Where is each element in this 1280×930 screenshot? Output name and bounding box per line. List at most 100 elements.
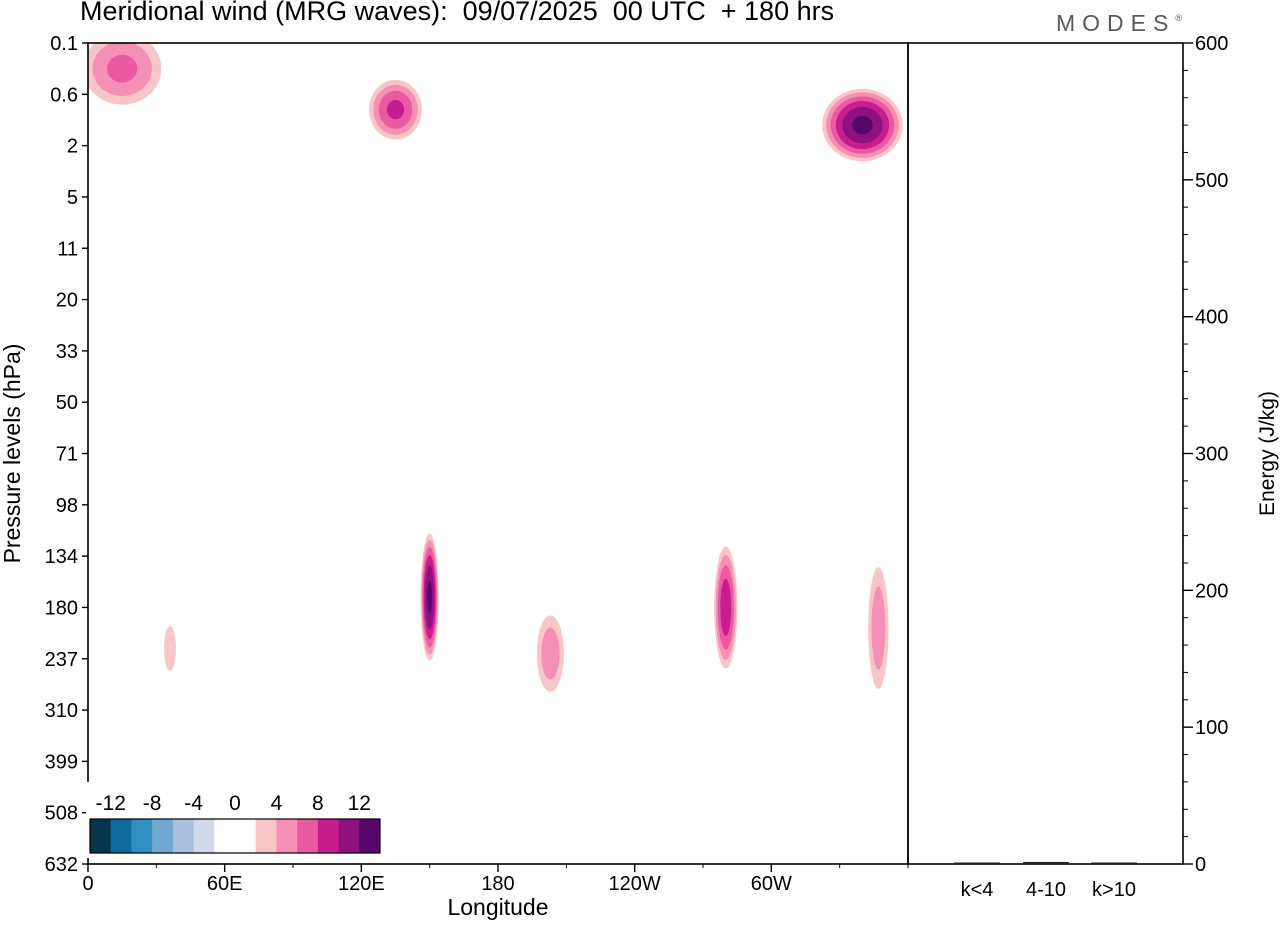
- colorbar-swatch: [172, 819, 194, 853]
- energy-tick-label: 300: [1195, 444, 1228, 466]
- y-tick-label: 20: [56, 290, 78, 312]
- x-tick-label: 0: [82, 873, 93, 895]
- wind-anomaly-westerly-9: [712, 539, 739, 676]
- x-axis-label: Longitude: [447, 894, 548, 920]
- x-tick-label: 120E: [338, 873, 385, 895]
- wind-anomaly-easterly-13: [847, 644, 864, 736]
- energy-tick-label: 200: [1195, 580, 1228, 602]
- logo-text: MODES: [1056, 10, 1176, 36]
- y-tick-label: 11: [57, 238, 78, 260]
- y-tick-label: 508: [45, 803, 78, 825]
- energy-bar: [1091, 862, 1137, 864]
- colorbar-swatch: [317, 819, 339, 853]
- contour-level-14: [427, 580, 432, 614]
- contour-level-10: [720, 578, 732, 637]
- wind-anomaly-westerly-6: [419, 528, 440, 667]
- colorbar-label: 0: [229, 792, 241, 815]
- energy-tick-label: 500: [1195, 170, 1228, 192]
- y-tick-label: 98: [56, 495, 78, 517]
- y-tick-label: 71: [56, 444, 78, 466]
- contour-level-6: [541, 627, 560, 680]
- colorbar-swatch: [110, 819, 132, 853]
- colorbar-swatch: [235, 819, 257, 853]
- colorbar-swatch: [338, 819, 360, 853]
- energy-category-label: k>10: [1092, 879, 1136, 901]
- colorbar-swatch: [90, 819, 112, 853]
- wind-anomaly-easterly-5: [94, 200, 187, 296]
- heatmap-plot-frame: [87, 42, 909, 865]
- contour-level--2: [763, 529, 802, 635]
- y-tick-label: 0.6: [50, 84, 78, 106]
- energy-bars: k<4 4-10 k>10: [954, 861, 1137, 901]
- colorbar-swatch: [152, 819, 174, 853]
- wind-anomaly-westerly-2: [818, 85, 907, 165]
- contour-level--2: [392, 529, 417, 676]
- y-tick-label: 310: [45, 700, 78, 722]
- y-tick-label: 180: [45, 597, 78, 619]
- wind-anomaly-easterly-1: [509, 102, 578, 190]
- contour-level-8: [107, 54, 138, 83]
- colorbar-swatch: [131, 819, 153, 853]
- contour-level--2: [499, 43, 579, 116]
- x-tick-label: 180: [481, 873, 514, 895]
- y-tick-label: 237: [45, 649, 78, 671]
- modes-logo: MODES®: [1056, 10, 1182, 37]
- colorbar-label: 8: [312, 792, 324, 815]
- wind-anomaly-easterly-7: [392, 529, 417, 676]
- energy-tick-label: 0: [1195, 854, 1206, 876]
- contour-level--2: [847, 644, 864, 736]
- wind-anomaly-westerly-14: [158, 604, 182, 693]
- y-tick-label: 33: [56, 341, 78, 363]
- energy-tick-label: 400: [1195, 307, 1228, 329]
- colorbar-label: -12: [96, 792, 126, 815]
- energy-category-label: k<4: [961, 879, 994, 901]
- wind-anomaly-easterly-11: [763, 529, 802, 635]
- colorbar-frame: [89, 818, 381, 854]
- y-tick-label: 5: [67, 187, 78, 209]
- colorbar-label: -4: [184, 792, 203, 815]
- contour-level--2: [94, 200, 187, 296]
- y-axis-label: Pressure levels (hPa): [0, 344, 25, 564]
- x-tick-label: 120W: [609, 873, 661, 895]
- contour-level--2: [249, 549, 301, 697]
- x-tick-label: 60W: [751, 873, 792, 895]
- y-tick-label: 632: [45, 854, 78, 876]
- contour-level-4: [164, 626, 176, 671]
- y-tick-label: 2: [67, 136, 78, 158]
- colorbar-label: -8: [143, 792, 162, 815]
- wind-anomaly-westerly-4: [365, 75, 426, 144]
- colorbar-swatch: [276, 819, 298, 853]
- heatmap-contours: [88, 43, 907, 736]
- energy-tick-label: 100: [1195, 717, 1228, 739]
- contour-level--2: [509, 102, 578, 190]
- colorbar-swatch: [214, 819, 236, 853]
- y-tick-label: 50: [56, 392, 78, 414]
- y-tick-label: 399: [45, 751, 78, 773]
- colorbar-swatch: [193, 819, 215, 853]
- colorbar-label: 4: [271, 792, 283, 815]
- wind-anomaly-easterly-0: [499, 43, 579, 116]
- colorbar-swatch: [255, 819, 277, 853]
- energy-bar: [954, 862, 1000, 864]
- colorbar: -12 -8 -4 0 4 8 12: [86, 782, 384, 858]
- contour-level-14: [852, 115, 873, 135]
- contour-level-6: [871, 586, 886, 670]
- wind-anomaly-westerly-12: [865, 552, 891, 704]
- wind-anomaly-easterly-15: [249, 549, 301, 697]
- y-tick-label: 134: [45, 546, 78, 568]
- energy-axis-label: Energy (J/kg): [1256, 391, 1279, 516]
- wind-anomaly-westerly-10: [533, 606, 568, 701]
- y-tick-label: 0.1: [50, 33, 78, 55]
- logo-mark: ®: [1175, 13, 1182, 23]
- colorbar-swatch: [359, 819, 381, 853]
- energy-bar: [1023, 861, 1069, 864]
- x-tick-label: 60E: [207, 873, 243, 895]
- wind-anomaly-westerly-3: [88, 43, 169, 112]
- energy-tick-label: 600: [1195, 33, 1228, 55]
- axes: 0 60E 120E 180 120W 60W Longitude 0.1 0.6 2 5 11 20 3…: [0, 33, 1279, 920]
- wind-anomaly-easterly-8: [619, 570, 641, 696]
- contour-level-10: [386, 100, 405, 120]
- chart-title: Meridional wind (MRG waves): 09/07/2025 …: [80, 0, 835, 26]
- energy-plot-frame: [907, 42, 1184, 865]
